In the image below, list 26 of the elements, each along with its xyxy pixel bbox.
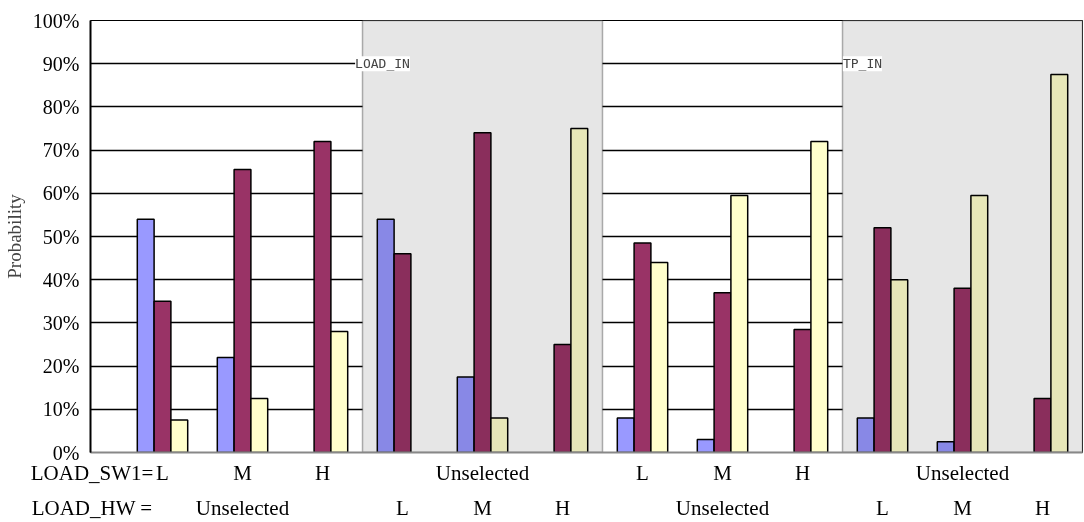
y-tick-label: 40% [42,268,80,291]
annotation: TP_IN [842,56,883,72]
x-tick-label: H [1034,495,1051,520]
y-tick-label: 30% [42,311,80,334]
x-tick-label: L [876,495,889,520]
y-tick-label: 60% [42,182,80,205]
y-tick-label: 70% [42,139,80,162]
y-tick-label: 90% [42,52,80,75]
y-tick-label: 50% [42,225,80,248]
category-label: M Unselected [195,460,290,520]
text: LOAD_HW = [31,495,153,520]
y-axis-title: Probability [3,193,25,279]
x-tick-label: L [396,495,409,520]
x-tick-label: H [794,460,811,485]
y-tick-label: 20% [42,355,80,378]
x-tick-label: H [314,460,331,485]
category-label: M Unselected [675,460,770,520]
y-tick-label: 100% [32,9,80,32]
y-tick-label: 10% [42,398,80,421]
x-tick-label: H [554,495,571,520]
category-label: Unselected M [435,460,530,520]
annotation: LOAD_IN [355,56,410,72]
category-label: Unselected M [915,460,1010,520]
x-tick-label: L [636,460,649,485]
y-tick-label: 80% [42,95,80,118]
x-tick-label: L [156,460,169,485]
